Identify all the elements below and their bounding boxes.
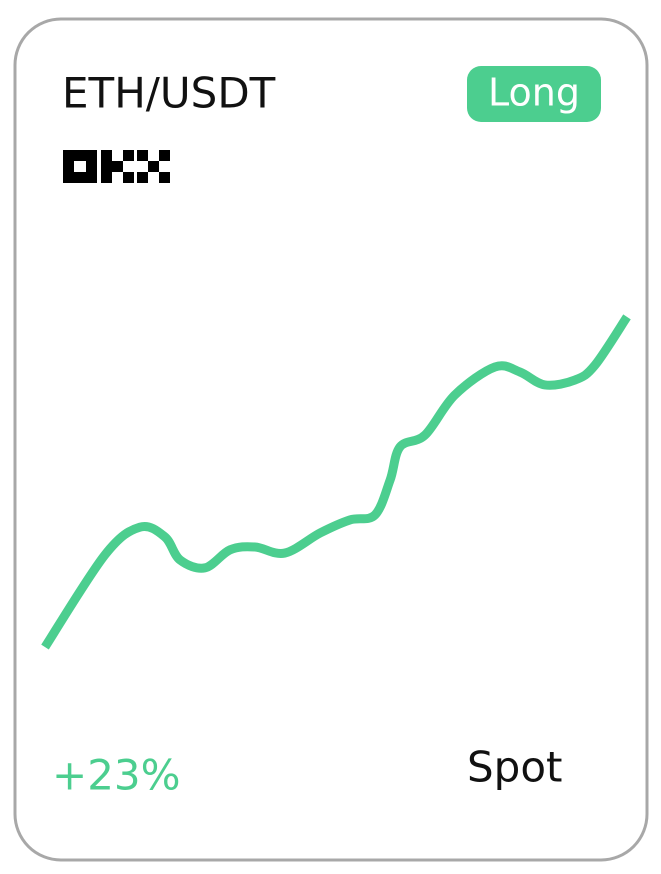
sparkline [41,314,631,650]
badge-bg [467,66,601,122]
badge: Long [488,71,580,115]
pair: ETH/USDT [62,69,276,118]
card [13,17,649,862]
change: +23% [52,751,181,800]
market: Spot [467,743,562,792]
okx-logo [63,150,170,183]
